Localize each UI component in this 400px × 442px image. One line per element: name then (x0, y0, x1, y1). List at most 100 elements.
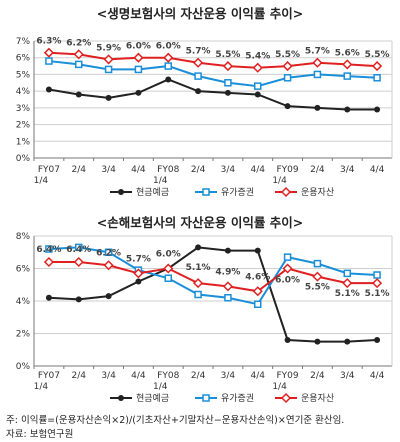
data-label: 5.4% (245, 52, 270, 62)
data-label: 5.5% (365, 50, 390, 60)
data-point (312, 271, 323, 282)
legend-marker (202, 188, 210, 196)
data-point (45, 57, 53, 65)
y-tick-label: 0% (16, 362, 31, 372)
chart-2: <손해보험사의 자산운용 이익률 추이>0%2%4%6%8%FY071/42/4… (16, 215, 393, 404)
y-tick-label: 4% (16, 87, 31, 97)
y-tick-label: 4% (16, 297, 31, 307)
data-point (344, 106, 351, 113)
y-tick-label: 2% (16, 330, 31, 340)
data-point (342, 278, 353, 289)
legend-label: 현금예금 (136, 393, 169, 404)
data-point (224, 247, 231, 254)
data-label: 4.6% (245, 272, 270, 282)
data-point (222, 281, 233, 292)
x-tick-label: 2/4 (72, 371, 87, 381)
data-label: 6.3% (36, 37, 61, 47)
x-tick-label: 2/4 (72, 165, 87, 175)
data-label: 5.7% (186, 47, 211, 57)
data-point (75, 243, 83, 252)
data-label: 5.1% (186, 263, 211, 273)
x-tick-label: 2/4 (310, 165, 325, 175)
data-point (193, 278, 204, 289)
data-label: 5.7% (126, 254, 151, 264)
data-point (164, 274, 172, 282)
data-point (254, 82, 262, 90)
data-label: 5.6% (335, 48, 360, 58)
y-tick-label: 1% (16, 137, 31, 147)
legend-marker (280, 186, 292, 198)
data-point (194, 290, 202, 299)
data-point (224, 89, 231, 96)
series-line (48, 246, 378, 306)
data-label: 5.1% (365, 289, 390, 299)
y-tick-label: 0% (16, 154, 31, 164)
x-tick-label: 3/4 (221, 371, 236, 381)
data-point (75, 60, 83, 69)
data-point (312, 57, 323, 68)
footnote-source: 자료: 보험연구원 (6, 429, 74, 440)
data-point (282, 61, 293, 72)
x-tick-label: 4/4 (251, 371, 266, 381)
x-tick-label: 4/4 (370, 371, 385, 381)
data-point (43, 47, 54, 58)
y-tick-label: 7% (16, 37, 31, 47)
series-line (48, 60, 378, 88)
data-label: 6.2% (96, 248, 121, 258)
data-point (45, 294, 52, 301)
x-tick-label: 3/4 (101, 371, 116, 381)
data-point (105, 293, 112, 300)
x-tick-label: 1/4 (272, 382, 287, 392)
data-point (103, 54, 114, 65)
y-tick-label: 6% (16, 54, 31, 64)
data-point (314, 104, 321, 111)
series-line (48, 51, 378, 69)
x-tick-label: 1/4 (34, 382, 49, 392)
x-tick-label: 1/4 (153, 176, 168, 186)
data-label: 5.9% (96, 43, 121, 53)
data-point (344, 338, 351, 345)
x-tick-label: 3/4 (340, 165, 355, 175)
data-point (73, 49, 84, 60)
data-point (343, 269, 351, 278)
y-tick-label: 8% (16, 232, 31, 242)
data-point (195, 244, 202, 251)
data-point (75, 296, 82, 303)
data-point (135, 278, 142, 285)
data-point (283, 74, 292, 82)
data-point (313, 259, 322, 268)
legend-label: 운용자산 (301, 393, 334, 404)
x-tick-label: 3/4 (221, 165, 236, 175)
x-tick-label: 4/4 (370, 165, 385, 175)
x-tick-label: FY09 (277, 371, 299, 381)
data-point (43, 256, 54, 268)
data-point (133, 268, 144, 279)
data-point (374, 106, 381, 113)
y-tick-label: 3% (16, 104, 31, 114)
data-point (193, 57, 204, 68)
data-point (283, 253, 292, 261)
data-label: 6.4% (36, 245, 61, 255)
data-point (373, 74, 381, 82)
data-point (252, 286, 263, 297)
data-point (373, 271, 381, 279)
x-tick-label: 4/4 (251, 165, 266, 175)
data-label: 6.2% (66, 38, 91, 48)
x-tick-label: FY08 (157, 165, 179, 175)
data-point (254, 300, 262, 308)
data-point (282, 263, 293, 274)
data-point (194, 72, 202, 80)
legend-label: 현금예금 (136, 187, 169, 198)
chart-title: <생명보험사의 자산운용 이익률 추이> (97, 6, 304, 21)
data-point (254, 91, 261, 98)
data-label: 5.1% (335, 289, 360, 299)
legend-label: 유가증권 (221, 392, 254, 404)
chart-title: <손해보험사의 자산운용 이익률 추이> (97, 215, 304, 230)
data-label: 5.7% (305, 47, 330, 57)
legend-marker (118, 189, 124, 195)
x-tick-label: 1/4 (34, 176, 49, 186)
legend-marker (118, 395, 124, 401)
x-tick-label: 3/4 (340, 371, 355, 381)
data-point (133, 52, 144, 63)
x-tick-label: FY09 (277, 165, 299, 175)
